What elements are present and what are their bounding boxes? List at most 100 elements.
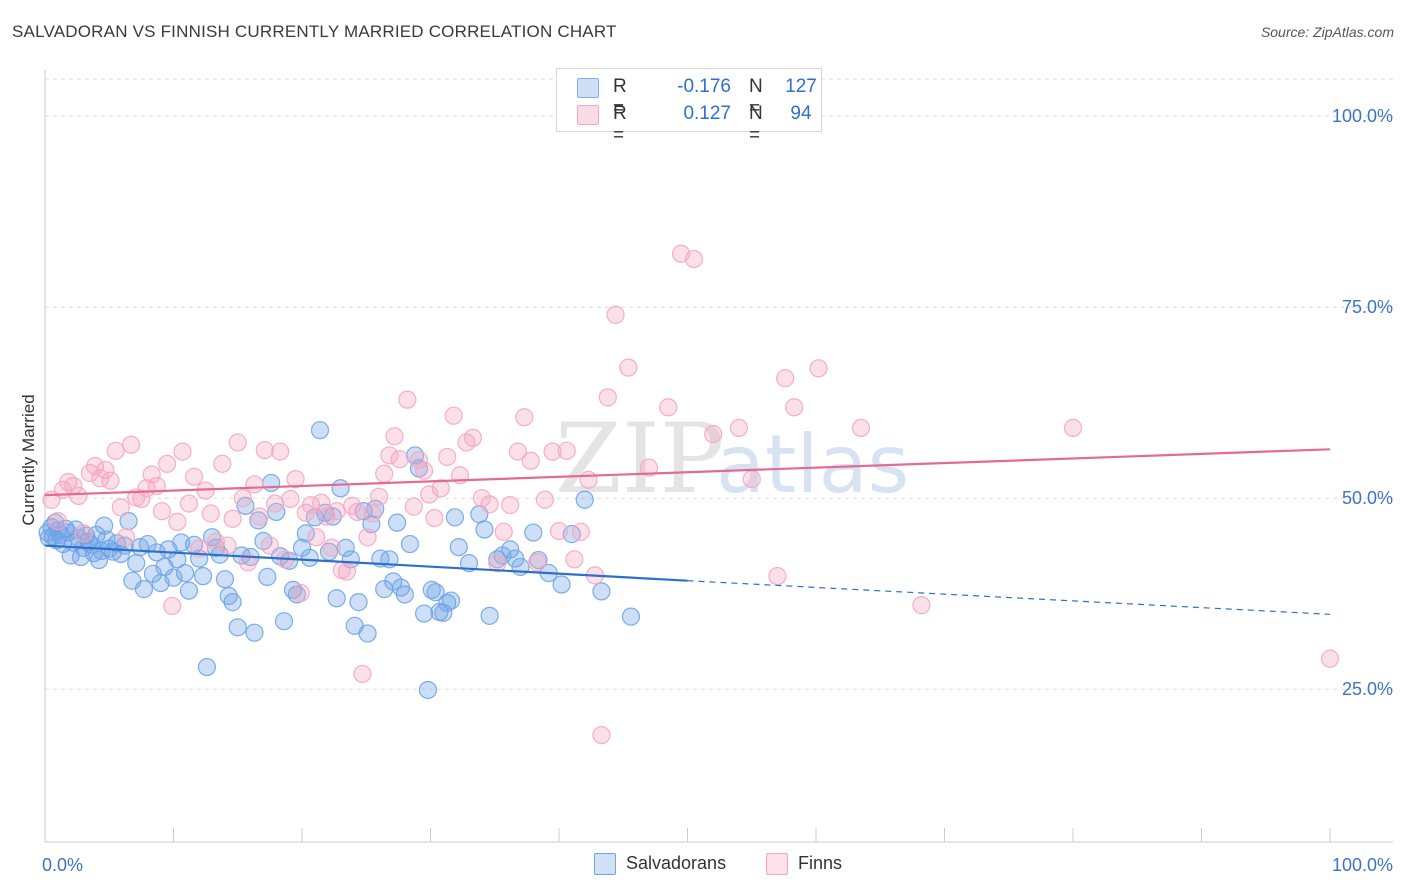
point (175, 563, 195, 583)
point (274, 612, 294, 631)
point (121, 435, 141, 454)
point (363, 504, 382, 523)
point (606, 305, 625, 324)
n-value: 127 (785, 76, 817, 97)
point (809, 359, 828, 378)
point (375, 464, 394, 483)
point (579, 470, 598, 489)
point (768, 567, 787, 586)
source-label: Source: ZipAtlas.com (1260, 24, 1394, 40)
point (173, 442, 192, 461)
point (127, 554, 146, 573)
point (260, 536, 279, 555)
point (327, 589, 346, 608)
point (535, 490, 554, 509)
point (348, 502, 367, 522)
point (621, 607, 641, 626)
point (552, 575, 571, 594)
point (206, 532, 226, 551)
point (111, 498, 130, 517)
point (418, 680, 438, 700)
point (134, 580, 154, 599)
point (480, 606, 499, 625)
point (488, 554, 507, 573)
point (912, 596, 931, 615)
point (300, 548, 319, 567)
point (291, 583, 310, 603)
point (292, 538, 312, 557)
point (1063, 418, 1083, 438)
point (592, 582, 611, 601)
point (223, 509, 242, 528)
tick-labels: 25.0% 50.0% 75.0% 100.0% 0.0% 100.0% (42, 106, 1393, 875)
point (197, 657, 217, 677)
point (142, 465, 161, 484)
grid (45, 78, 1393, 690)
point (179, 494, 199, 513)
point (776, 369, 795, 388)
point (592, 725, 611, 745)
point (571, 522, 590, 541)
point (157, 454, 177, 473)
point (431, 479, 450, 498)
point (96, 460, 115, 480)
series-salvadorans (38, 421, 641, 700)
salvadorans-legend-swatch-icon (594, 853, 616, 875)
point (184, 467, 204, 486)
point (201, 504, 220, 523)
point (480, 495, 499, 514)
point (353, 664, 372, 684)
point (168, 550, 187, 569)
point (358, 528, 377, 547)
point (380, 446, 399, 465)
point (152, 502, 172, 521)
point (449, 537, 468, 557)
point (639, 458, 659, 477)
point (358, 624, 377, 643)
trend-lines (44, 448, 1331, 615)
y-tick-label: 25.0% (1342, 679, 1393, 699)
point (233, 489, 252, 508)
point (337, 562, 357, 581)
n-value: 94 (790, 103, 812, 124)
r-value: -0.176 (677, 76, 731, 97)
point (48, 512, 67, 531)
point (143, 564, 163, 583)
n-label: N = (749, 103, 763, 146)
point (164, 568, 183, 587)
n-label: N = (749, 76, 763, 119)
point (106, 441, 125, 460)
point (322, 538, 341, 557)
point (398, 390, 417, 409)
point (785, 398, 804, 417)
point (619, 358, 638, 377)
point (742, 470, 761, 489)
salvadorans-swatch-icon (577, 78, 599, 98)
point (704, 424, 723, 444)
point (132, 489, 151, 509)
point (521, 451, 540, 470)
point (444, 406, 463, 425)
point (349, 593, 368, 612)
point (168, 512, 187, 531)
x-tick-label: 0.0% (42, 855, 83, 875)
point (390, 450, 409, 469)
trend-line-salvadorans (44, 544, 688, 582)
point (296, 524, 315, 543)
stats-legend: R = -0.176 N = 127 R = 0.127 N = 94 (556, 68, 822, 146)
point (501, 495, 520, 515)
point (459, 554, 479, 573)
point (463, 428, 483, 447)
trend-line-extension (687, 580, 1331, 615)
point (258, 567, 277, 586)
point (215, 570, 234, 589)
point (255, 440, 274, 460)
y-tick-label: 75.0% (1342, 297, 1393, 317)
point (95, 516, 114, 535)
point (69, 486, 88, 506)
point (851, 418, 871, 438)
point (557, 441, 576, 460)
point (524, 523, 543, 542)
chart-title: SALVADORAN VS FINNISH CURRENTLY MARRIED … (12, 22, 617, 41)
point (684, 249, 704, 269)
